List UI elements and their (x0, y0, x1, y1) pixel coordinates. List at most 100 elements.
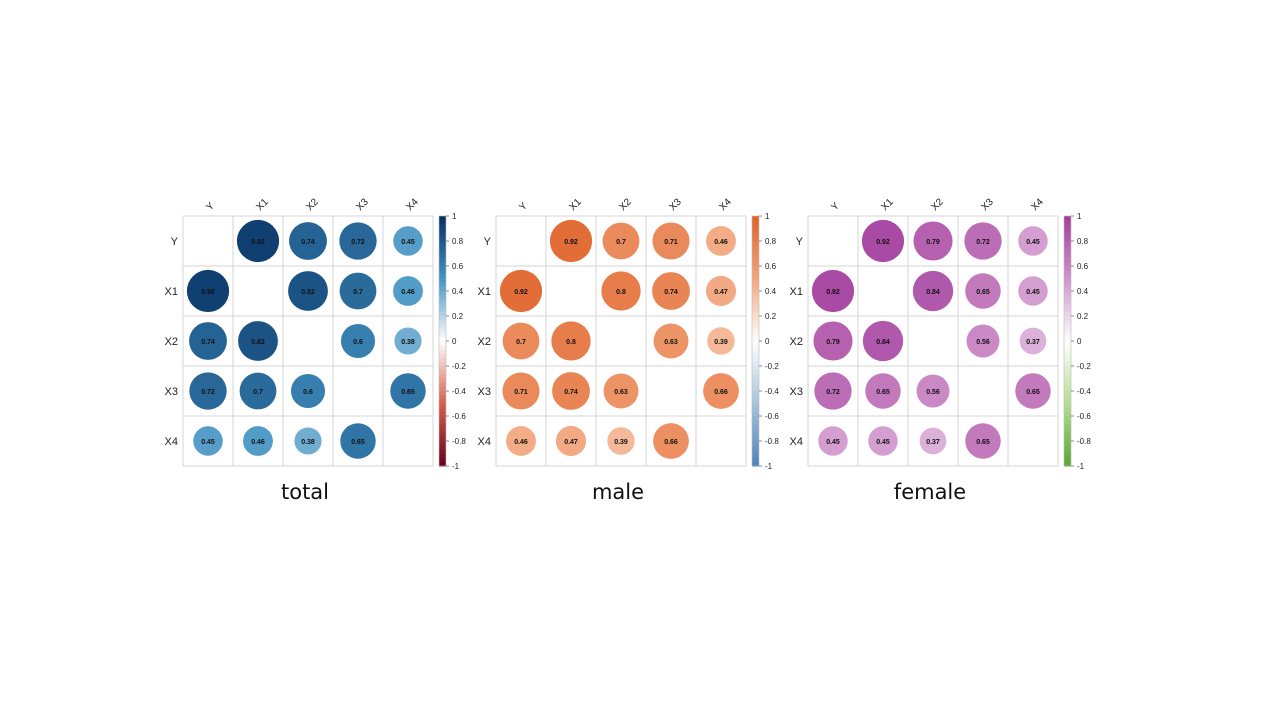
colorbar-tick-label: -0.2 (1077, 362, 1091, 371)
column-label: X1 (567, 196, 584, 213)
colorbar-segment (1064, 291, 1071, 296)
data-label: 0.72 (201, 389, 215, 396)
colorbar-tick-label: 0.6 (765, 262, 777, 271)
colorbar-segment (752, 228, 759, 234)
data-label: 0.65 (1026, 389, 1040, 396)
data-label: 0.8 (616, 289, 626, 296)
colorbar-segment (752, 370, 759, 375)
data-label: 0.56 (976, 339, 990, 346)
colorbar-segment (1064, 261, 1071, 267)
colorbar-tick-label: -0.6 (1077, 412, 1091, 421)
colorbar-segment (1064, 370, 1071, 375)
correlation-circle (1019, 327, 1047, 355)
colorbar-segment (752, 220, 759, 225)
colorbar-segment (752, 291, 759, 296)
colorbar-segment (439, 357, 446, 363)
data-label: 0.37 (926, 439, 940, 446)
correlation-circle (393, 276, 423, 306)
colorbar-segment (439, 278, 446, 284)
colorbar-segment (1064, 320, 1071, 325)
colorbar-segment (752, 361, 759, 367)
colorbar-tick-label: 0.6 (1077, 262, 1089, 271)
data-label: 0.45 (401, 239, 415, 246)
correlation-circle (243, 426, 273, 456)
colorbar-segment (439, 216, 446, 221)
colorbar-segment (1064, 345, 1071, 350)
colorbar-segment (439, 332, 446, 338)
colorbar-tick-label: -0.2 (452, 362, 466, 371)
colorbar-segment (439, 241, 446, 246)
colorbar-segment (439, 395, 446, 400)
correlation-circle (236, 219, 280, 263)
data-label: 0.45 (826, 439, 840, 446)
colorbar-segment (439, 420, 446, 425)
colorbar-segment (752, 332, 759, 338)
data-label: 0.92 (514, 289, 528, 296)
colorbar-segment (439, 266, 446, 271)
colorbar-segment (1064, 357, 1071, 363)
colorbar-segment (439, 457, 446, 463)
colorbar-segment (752, 428, 759, 434)
data-label: 0.74 (664, 289, 678, 296)
colorbar-tick-label: 0 (765, 337, 770, 346)
colorbar-segment (752, 436, 759, 442)
colorbar-segment (439, 349, 446, 355)
colorbar-segment (439, 403, 446, 409)
colorbar-segment (439, 316, 446, 321)
row-label: X4 (790, 436, 803, 448)
data-label: 0.72 (351, 239, 365, 246)
data-label: 0.92 (201, 289, 215, 296)
correlation-circle (552, 372, 590, 410)
data-label: 0.84 (876, 339, 890, 346)
colorbar-segment (752, 445, 759, 450)
column-label: X4 (404, 196, 421, 213)
colorbar-segment (1064, 307, 1071, 313)
colorbar-segment (1064, 420, 1071, 425)
colorbar-segment (439, 424, 446, 430)
data-label: 0.72 (976, 239, 990, 246)
colorbar-segment (1064, 449, 1071, 455)
colorbar-tick-label: 0.4 (1077, 287, 1089, 296)
row-label: X1 (165, 286, 178, 298)
colorbar-segment (752, 416, 759, 421)
colorbar-segment (439, 249, 446, 255)
column-label: X2 (304, 196, 321, 213)
colorbar-tick-label: 0.2 (765, 312, 777, 321)
colorbar-tick-label: -0.8 (765, 437, 779, 446)
colorbar-segment (1064, 336, 1071, 342)
colorbar-segment (439, 307, 446, 313)
grid (495, 215, 747, 467)
colorbar-segment (439, 274, 446, 280)
colorbar-segment (1064, 332, 1071, 338)
colorbar-segment (752, 316, 759, 321)
data-label: 0.92 (251, 239, 265, 246)
colorbar-segment (439, 436, 446, 442)
colorbar-segment (752, 216, 759, 221)
colorbar-tick-label: -0.6 (765, 412, 779, 421)
colorbar-tick-label: -1 (1077, 462, 1085, 471)
colorbar-segment (752, 395, 759, 400)
colorbar-tick-label: -0.4 (452, 387, 466, 396)
colorbar-segment (439, 386, 446, 392)
colorbar-segment (439, 261, 446, 267)
correlation-circle (502, 372, 540, 410)
column-label: X3 (354, 196, 371, 213)
data-label: 0.45 (1026, 289, 1040, 296)
colorbar-tick-label: 0.8 (765, 237, 777, 246)
correlation-circle (294, 427, 322, 455)
colorbar-segment (752, 257, 759, 263)
colorbar-segment (439, 311, 446, 317)
data-label: 0.79 (826, 339, 840, 346)
colorbar-segment (1064, 253, 1071, 259)
colorbar-segment (752, 245, 759, 250)
correlation-panel-female: Y X1 X2 X3 X4 Y X1 X2 X3 X4 0.92 0.79 0.72 0.45 0.92 0.… (790, 196, 1092, 508)
correlation-circle (502, 322, 540, 360)
correlation-circle (186, 269, 230, 313)
colorbar-segment (752, 407, 759, 413)
colorbar-tick-label: -0.8 (452, 437, 466, 446)
correlation-circle (814, 372, 852, 410)
colorbar-tick-label: -0.8 (1077, 437, 1091, 446)
row-label: Y (796, 236, 804, 248)
column-label: X4 (717, 196, 734, 213)
colorbar-segment (752, 386, 759, 392)
